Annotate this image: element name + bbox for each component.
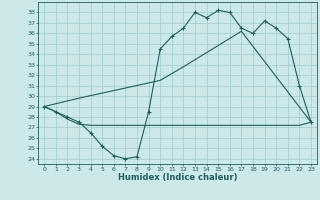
X-axis label: Humidex (Indice chaleur): Humidex (Indice chaleur) [118,173,237,182]
